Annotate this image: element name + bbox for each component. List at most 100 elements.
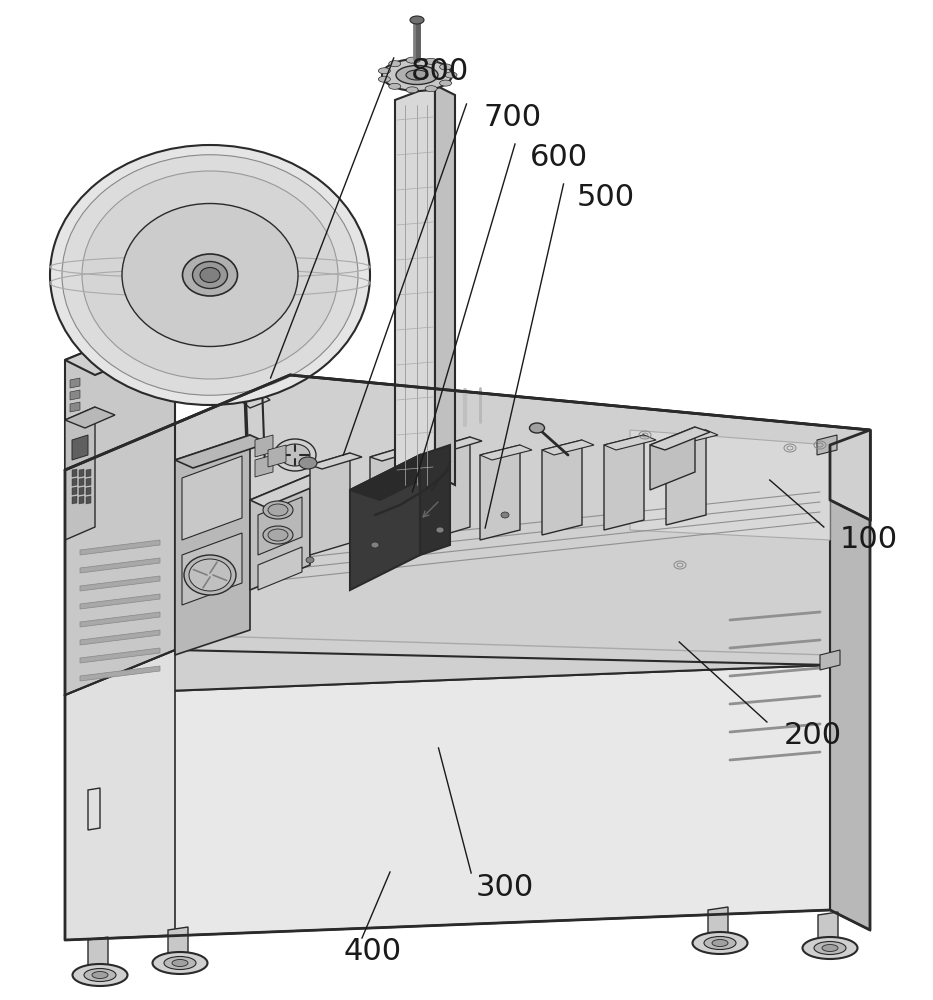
Ellipse shape [73, 964, 128, 986]
Polygon shape [80, 576, 160, 591]
Polygon shape [80, 540, 160, 555]
Ellipse shape [263, 501, 293, 519]
Polygon shape [72, 478, 77, 486]
Polygon shape [72, 487, 77, 495]
Ellipse shape [274, 439, 316, 471]
Ellipse shape [189, 559, 231, 591]
Ellipse shape [183, 254, 238, 296]
Ellipse shape [50, 145, 370, 405]
Polygon shape [480, 445, 520, 540]
Ellipse shape [439, 64, 452, 70]
Ellipse shape [425, 58, 438, 64]
Polygon shape [480, 445, 532, 460]
Polygon shape [86, 469, 91, 477]
Polygon shape [630, 430, 830, 540]
Polygon shape [70, 390, 80, 400]
Polygon shape [79, 469, 84, 477]
Polygon shape [255, 435, 273, 457]
Polygon shape [175, 435, 250, 655]
Text: 800: 800 [411, 57, 468, 87]
Polygon shape [168, 927, 188, 959]
Ellipse shape [439, 80, 452, 86]
Polygon shape [820, 650, 840, 670]
Polygon shape [430, 437, 470, 539]
Polygon shape [86, 478, 91, 486]
Ellipse shape [371, 542, 379, 548]
Ellipse shape [425, 86, 438, 92]
Polygon shape [72, 496, 77, 504]
Polygon shape [604, 435, 644, 530]
Ellipse shape [62, 155, 358, 395]
Ellipse shape [379, 68, 390, 74]
Polygon shape [72, 435, 88, 460]
Polygon shape [666, 430, 706, 525]
Text: 100: 100 [840, 526, 898, 554]
Polygon shape [175, 435, 268, 468]
Polygon shape [817, 435, 837, 455]
Polygon shape [268, 445, 286, 467]
Ellipse shape [379, 76, 390, 82]
Polygon shape [395, 85, 435, 490]
Ellipse shape [704, 936, 736, 950]
Text: 500: 500 [577, 184, 634, 213]
Polygon shape [65, 407, 115, 428]
Ellipse shape [92, 972, 108, 978]
Text: 200: 200 [784, 720, 842, 750]
Polygon shape [88, 937, 108, 971]
Ellipse shape [822, 944, 838, 952]
Ellipse shape [406, 87, 418, 93]
Polygon shape [65, 407, 95, 540]
Ellipse shape [410, 16, 424, 24]
Ellipse shape [692, 932, 747, 954]
Polygon shape [65, 315, 175, 695]
Polygon shape [420, 445, 450, 555]
Polygon shape [80, 630, 160, 645]
Ellipse shape [184, 555, 236, 595]
Text: 600: 600 [530, 143, 588, 172]
Polygon shape [65, 650, 175, 940]
Ellipse shape [172, 960, 188, 966]
Ellipse shape [389, 83, 401, 89]
Polygon shape [435, 85, 455, 485]
Polygon shape [240, 392, 270, 408]
Polygon shape [86, 487, 91, 495]
Ellipse shape [268, 529, 288, 541]
Ellipse shape [501, 512, 509, 518]
Polygon shape [80, 648, 160, 663]
Ellipse shape [164, 956, 196, 970]
Ellipse shape [268, 504, 288, 516]
Ellipse shape [306, 557, 314, 563]
Polygon shape [650, 427, 695, 490]
Polygon shape [80, 666, 160, 681]
Polygon shape [258, 497, 302, 555]
Ellipse shape [802, 937, 857, 959]
Ellipse shape [712, 940, 728, 946]
Polygon shape [182, 533, 242, 605]
Ellipse shape [82, 171, 338, 379]
Polygon shape [830, 500, 870, 930]
Ellipse shape [299, 457, 317, 469]
Polygon shape [708, 907, 728, 939]
Polygon shape [65, 665, 830, 940]
Ellipse shape [382, 59, 452, 91]
Polygon shape [350, 455, 450, 500]
Polygon shape [79, 478, 84, 486]
Ellipse shape [406, 57, 418, 63]
Polygon shape [542, 440, 582, 535]
Polygon shape [380, 475, 465, 510]
Polygon shape [80, 612, 160, 627]
Polygon shape [250, 475, 310, 590]
Ellipse shape [436, 527, 444, 533]
Polygon shape [70, 378, 80, 388]
Polygon shape [258, 547, 302, 590]
Ellipse shape [152, 952, 207, 974]
Ellipse shape [263, 526, 293, 544]
Polygon shape [65, 375, 870, 695]
Polygon shape [350, 455, 420, 590]
Polygon shape [818, 912, 838, 944]
Polygon shape [666, 430, 718, 445]
Polygon shape [250, 475, 325, 507]
Text: 300: 300 [476, 874, 534, 902]
Polygon shape [430, 437, 482, 453]
Polygon shape [86, 496, 91, 504]
